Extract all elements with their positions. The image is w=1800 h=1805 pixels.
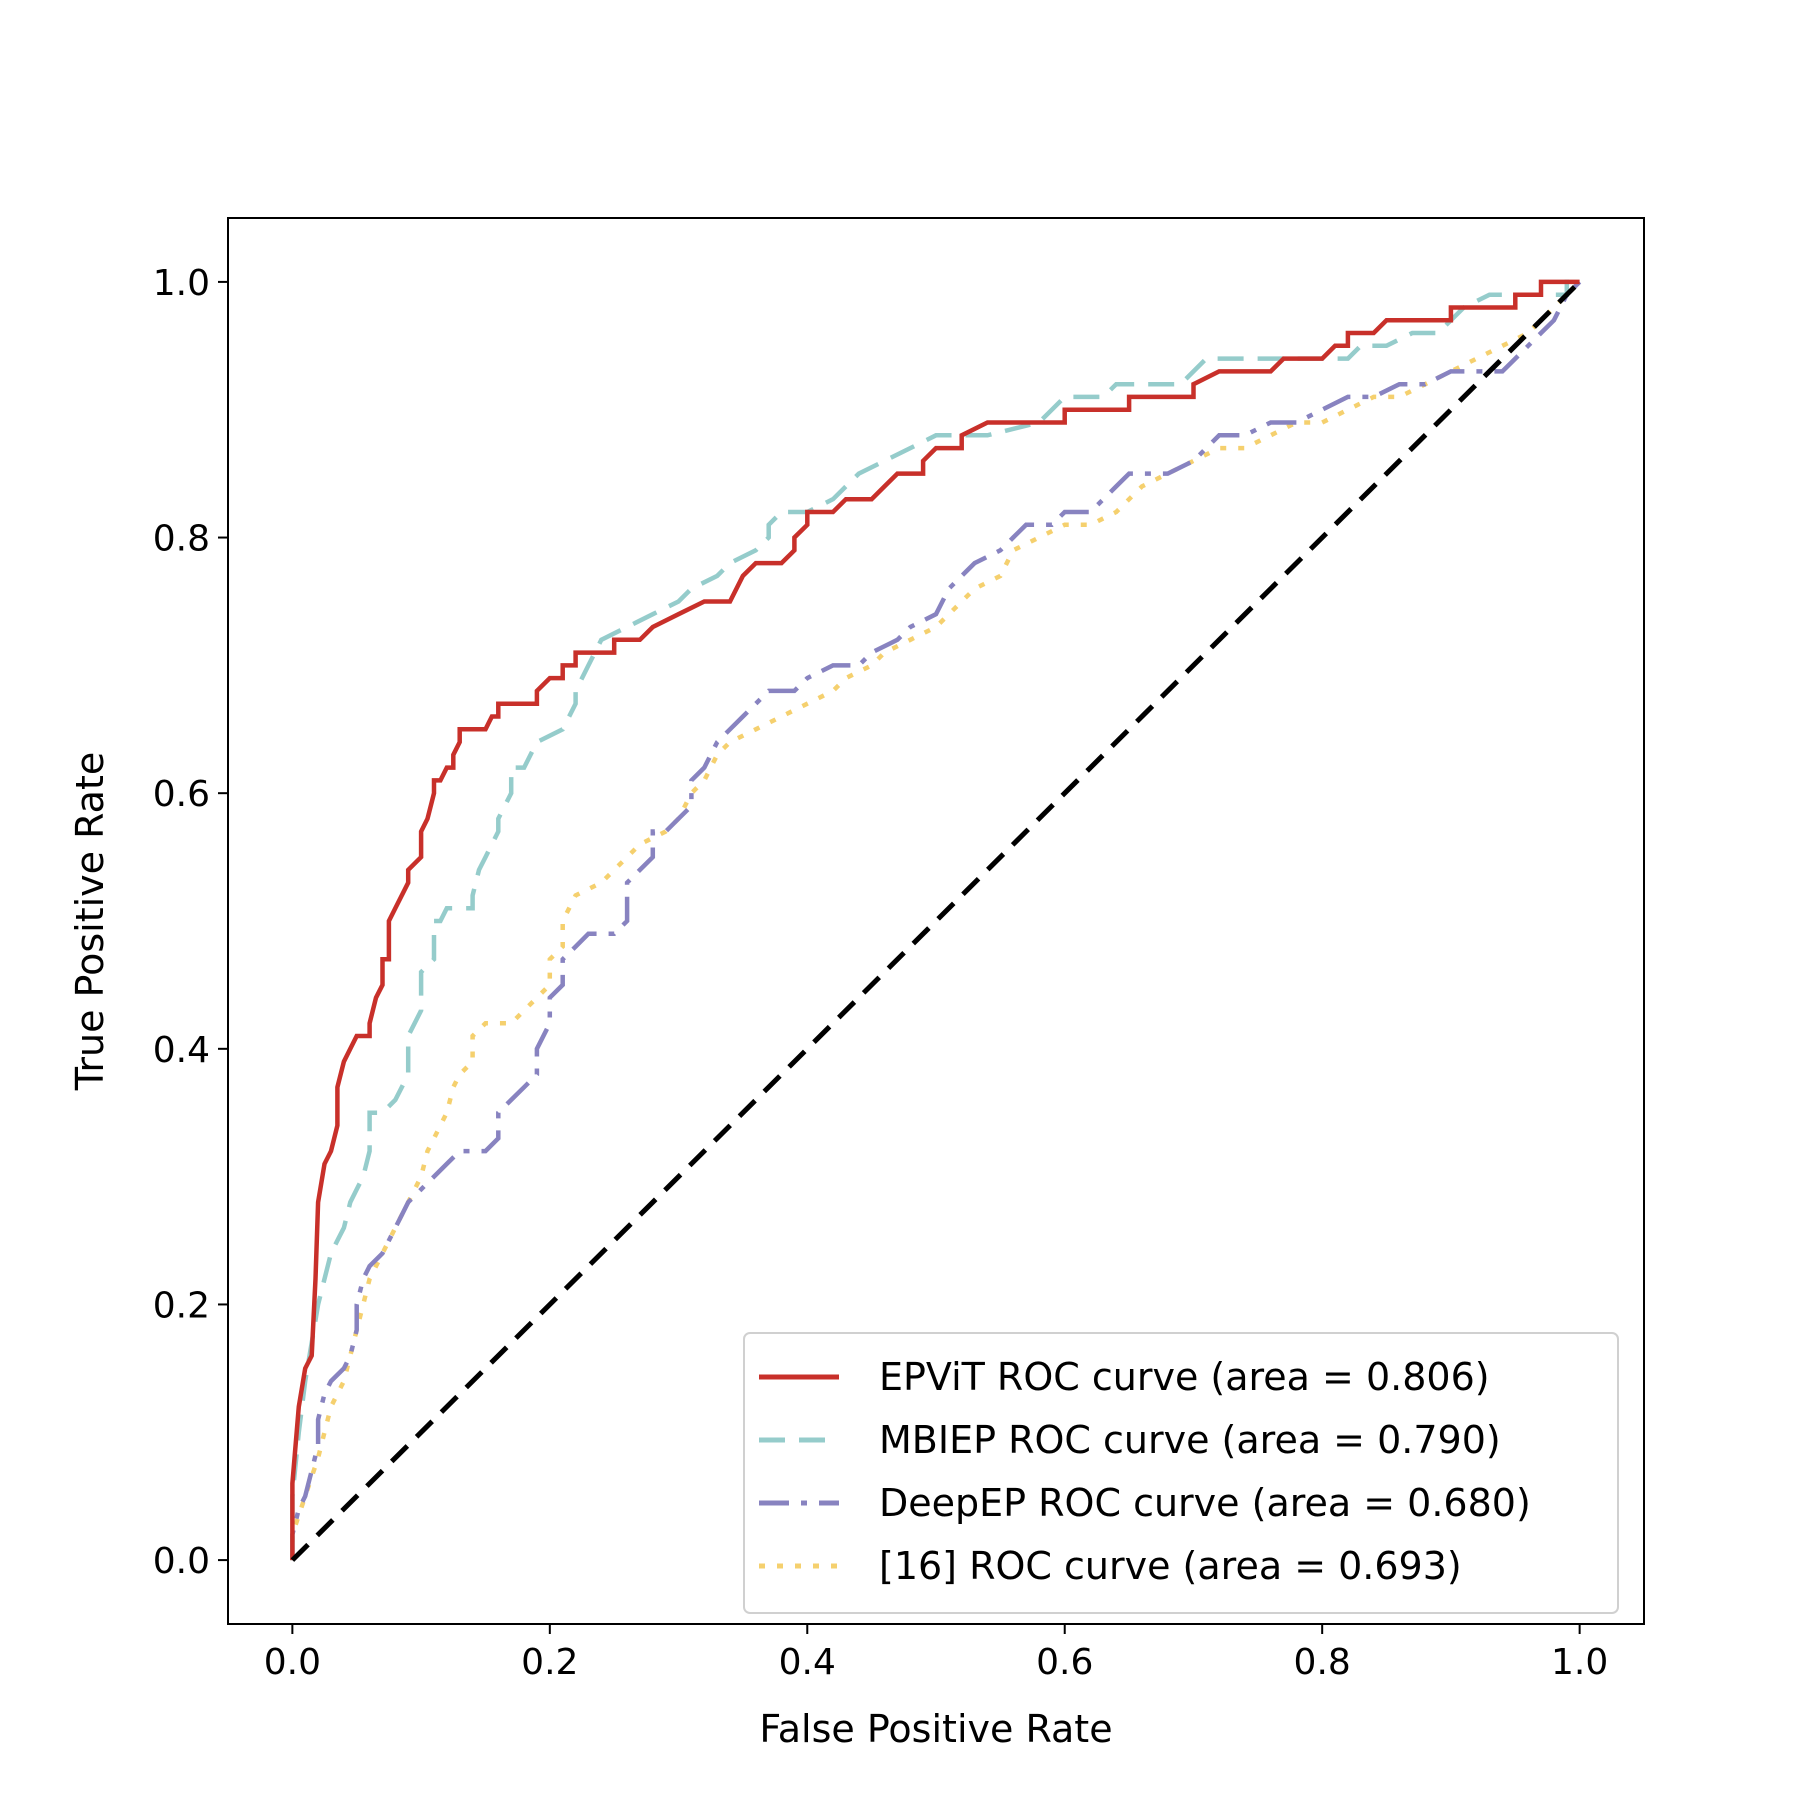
x-tick-label: 1.0	[1551, 1642, 1608, 1683]
x-tick-label: 0.4	[779, 1642, 836, 1683]
axes-frame	[227, 217, 1645, 1625]
legend-entry-label: [16] ROC curve (area = 0.693)	[879, 1544, 1462, 1588]
y-tick-label: 0.2	[153, 1285, 210, 1326]
x-tick-label: 0.6	[1036, 1642, 1093, 1683]
legend-box	[743, 1332, 1619, 1614]
series-line-epvit	[290, 279, 1580, 1561]
y-axis-label: True Positive Rate	[68, 752, 112, 1092]
series-line-deepep	[290, 280, 1582, 1561]
x-tick-label: 0.0	[264, 1642, 321, 1683]
y-tick-label: 0.4	[153, 1030, 210, 1071]
legend-entry-label: MBIEP ROC curve (area = 0.790)	[879, 1418, 1501, 1462]
x-tick-label: 0.2	[521, 1642, 578, 1683]
x-axis-label: False Positive Rate	[759, 1707, 1112, 1751]
x-tick-label: 0.8	[1294, 1642, 1351, 1683]
series-line-mbiep	[290, 279, 1580, 1561]
chance-diagonal-line	[290, 280, 1582, 1562]
y-tick-label: 0.6	[153, 774, 210, 815]
y-tick-label: 1.0	[153, 263, 210, 304]
legend-entry-label: DeepEP ROC curve (area = 0.680)	[879, 1481, 1531, 1525]
y-tick-label: 0.8	[153, 519, 210, 560]
legend-entry-label: EPViT ROC curve (area = 0.806)	[879, 1355, 1490, 1399]
y-tick-label: 0.0	[153, 1541, 210, 1582]
